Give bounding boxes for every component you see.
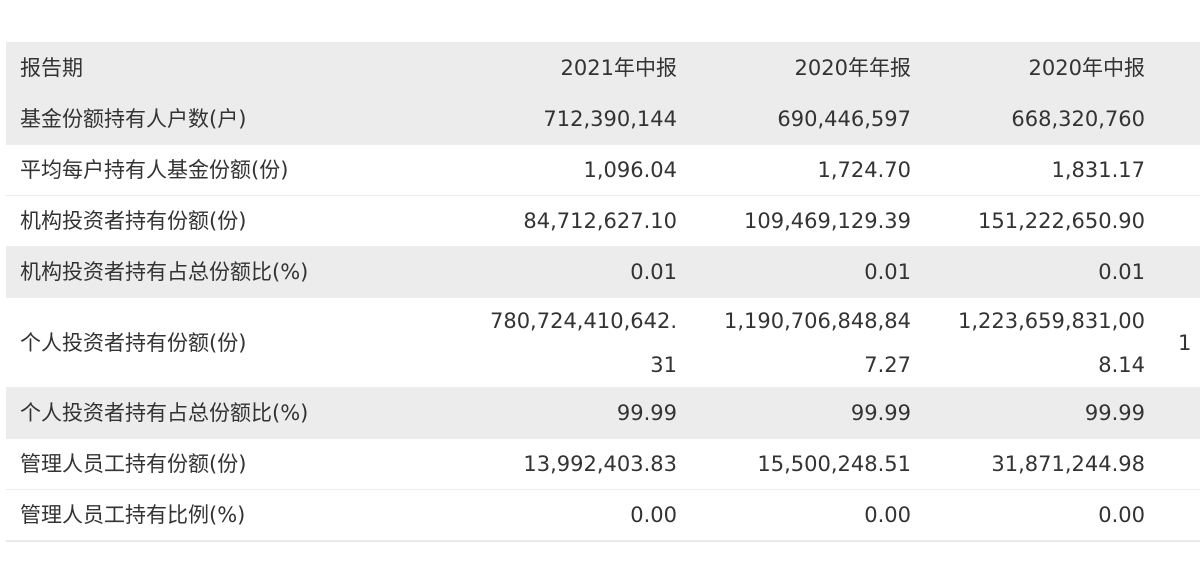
table-cell: 780,724,410,642. 31 [426, 299, 677, 387]
table-cell: 31,871,244.98 [991, 452, 1145, 476]
table-cell: 712,390,144 [543, 107, 677, 131]
table-cell: 99.99 [1084, 401, 1145, 425]
table-cell: 15,500,248.51 [757, 452, 911, 476]
cell-line: 31 [650, 352, 677, 377]
table-row: 基金份额持有人户数(户) 712,390,144 690,446,597 668… [6, 94, 1200, 145]
row-label: 管理人员工持有份额(份) [20, 452, 247, 476]
table-row: 个人投资者持有占总份额比(%) 99.99 99.99 99.99 [6, 388, 1200, 439]
table-cell: 1,190,706,848,84 7.27 [677, 299, 911, 387]
table-cell: 668,320,760 [1011, 107, 1145, 131]
row-label: 基金份额持有人户数(户) [20, 107, 247, 131]
table-row: 管理人员工持有份额(份) 13,992,403.83 15,500,248.51… [6, 439, 1200, 490]
row-label: 管理人员工持有比例(%) [20, 503, 246, 527]
table-cell: 0.00 [630, 503, 677, 527]
table-cell: 0.01 [630, 260, 677, 284]
row-label: 机构投资者持有份额(份) [20, 209, 247, 233]
table-cell: 13,992,403.83 [523, 452, 677, 476]
cell-line: 1,223,659,831,00 [957, 308, 1145, 333]
table-cell: 99.99 [850, 401, 911, 425]
row-label: 个人投资者持有份额(份) [20, 330, 247, 355]
cell-line: 1,190,706,848,84 [723, 308, 911, 333]
table-row: 平均每户持有人基金份额(份) 1,096.04 1,724.70 1,831.1… [6, 145, 1200, 196]
table-cell: 1,096.04 [583, 158, 677, 182]
table-cell: 0.00 [864, 503, 911, 527]
table-row: 个人投资者持有份额(份) 780,724,410,642. 31 1,190,7… [6, 298, 1200, 388]
table-cell: 0.00 [1098, 503, 1145, 527]
table-cell: 1,831.17 [1051, 158, 1145, 182]
row-label: 个人投资者持有占总份额比(%) [20, 401, 309, 425]
row-label: 平均每户持有人基金份额(份) [20, 158, 289, 182]
table-cell: 1,724.70 [817, 158, 911, 182]
table-cell: 84,712,627.10 [523, 209, 677, 233]
cell-line: 780,724,410,642. [489, 308, 677, 333]
table-cell: 690,446,597 [777, 107, 911, 131]
cell-line: 8.14 [1098, 352, 1145, 377]
table-row: 机构投资者持有占总份额比(%) 0.01 0.01 0.01 [6, 247, 1200, 298]
header-period-1: 2021年中报 [560, 55, 677, 80]
table-cell: 0.01 [864, 260, 911, 284]
table-cell: 151,222,650.90 [978, 209, 1145, 233]
row-label: 机构投资者持有占总份额比(%) [20, 260, 309, 284]
table-cell: 1,223,659,831,00 8.14 [911, 299, 1145, 387]
header-period-2: 2020年年报 [794, 55, 911, 80]
table-row: 机构投资者持有份额(份) 84,712,627.10 109,469,129.3… [6, 196, 1200, 247]
table-row: 管理人员工持有比例(%) 0.00 0.00 0.00 [6, 490, 1200, 541]
header-period-3: 2020年中报 [1028, 55, 1145, 80]
table-cell: 109,469,129.39 [744, 209, 911, 233]
table-header-row: 报告期 2021年中报 2020年年报 2020年中报 [6, 42, 1200, 94]
table-cell: 0.01 [1098, 260, 1145, 284]
table-cell-clipped: 1 [1178, 330, 1192, 355]
table-cell: 99.99 [616, 401, 677, 425]
fund-holder-table: 报告期 2021年中报 2020年年报 2020年中报 基金份额持有人户数(户)… [6, 42, 1200, 542]
cell-line: 7.27 [864, 352, 911, 377]
header-label: 报告期 [20, 55, 83, 80]
